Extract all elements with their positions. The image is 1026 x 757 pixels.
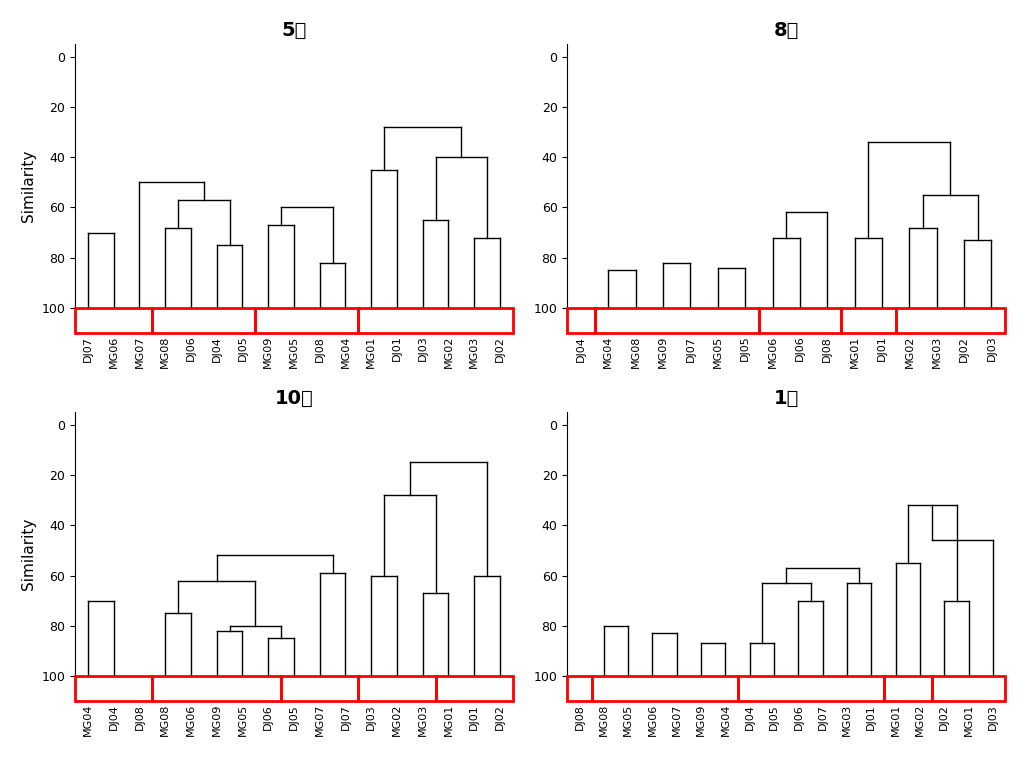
Title: 8월: 8월 <box>774 21 799 40</box>
Bar <box>255 308 358 333</box>
Bar <box>436 676 513 701</box>
Bar <box>358 676 436 701</box>
Y-axis label: Similarity: Similarity <box>21 150 36 223</box>
Bar <box>592 676 738 701</box>
Bar <box>75 676 152 701</box>
Y-axis label: Similarity: Similarity <box>21 518 36 590</box>
Bar <box>738 676 883 701</box>
Title: 5월: 5월 <box>281 21 307 40</box>
Title: 10월: 10월 <box>275 389 313 408</box>
Bar <box>152 308 255 333</box>
Bar <box>152 676 281 701</box>
Bar <box>933 676 1005 701</box>
Bar <box>896 308 1005 333</box>
Bar <box>567 308 595 333</box>
Bar <box>841 308 896 333</box>
Bar <box>883 676 933 701</box>
Bar <box>75 308 152 333</box>
Bar <box>595 308 759 333</box>
Bar <box>281 676 358 701</box>
Bar <box>759 308 841 333</box>
Bar <box>567 676 592 701</box>
Title: 1월: 1월 <box>774 389 799 408</box>
Bar <box>358 308 513 333</box>
